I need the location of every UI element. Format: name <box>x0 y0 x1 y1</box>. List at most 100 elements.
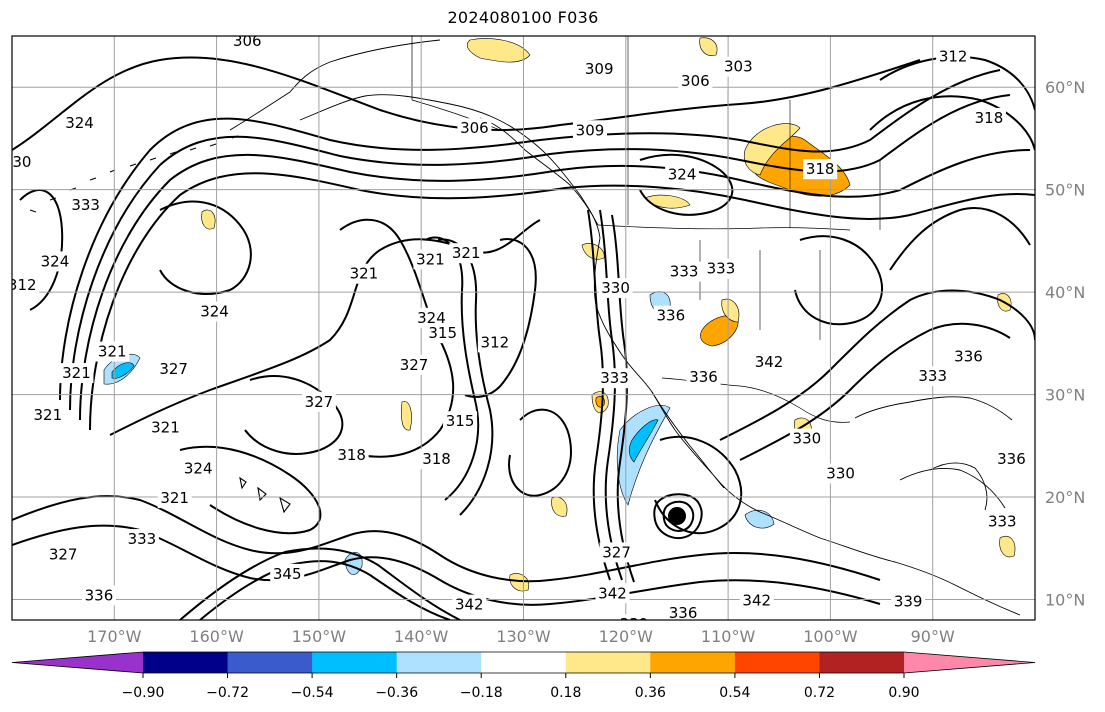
lon-tick-label: 120°W <box>599 627 654 646</box>
contour-label: 315 <box>428 324 457 342</box>
contour-label-bg <box>891 591 926 612</box>
contour-west-closed-2 <box>159 200 252 295</box>
contour-label: 312 <box>939 47 968 65</box>
contour-jet-3 <box>69 94 1011 411</box>
contour-label-bg <box>665 164 700 185</box>
contour-label-bg <box>721 56 756 77</box>
contour-label-bg <box>703 258 738 279</box>
contour-label: 318 <box>422 450 451 468</box>
contour-label-bg <box>68 195 103 216</box>
contour-label: 330 <box>826 464 855 482</box>
contour-label: 321 <box>452 244 481 262</box>
storm-contour-outer <box>653 493 703 539</box>
contour-label: 315 <box>446 412 475 430</box>
contour-label: 324 <box>668 165 697 183</box>
contour-336-east <box>889 207 1031 271</box>
yellow-patch-caribbean <box>999 536 1016 558</box>
contour-label-bg <box>148 417 183 438</box>
contour-label-bg <box>971 107 1006 128</box>
contour-label: 312 <box>481 333 510 351</box>
colorbar-segment <box>312 652 398 673</box>
contour-canada-1 <box>639 153 734 216</box>
contour-label-bg <box>666 602 701 620</box>
contour-label-bg <box>686 367 721 388</box>
contour-label-bg <box>443 411 478 432</box>
colorbar-tick-label: −0.90 <box>122 685 165 701</box>
contour-label: 321 <box>416 250 445 268</box>
contour-label-layer: 306 309 306 303 312 306 309 324 318 318 330 324 333 3… <box>12 32 1029 620</box>
cyan-patch-baja <box>628 419 659 463</box>
contour-label: 336 <box>656 307 685 325</box>
colorbar-tick-label: −0.18 <box>460 685 503 701</box>
contour-label-bg <box>739 590 774 611</box>
contour-label-bg <box>653 305 688 326</box>
contour-label: 336 <box>85 586 114 604</box>
yellow-patch-alaska <box>467 38 531 63</box>
lon-tick-label: 100°W <box>803 627 858 646</box>
colorbar: −0.90 −0.72 −0.54 −0.36 −0.18 0.18 0.36 0.54 0.7… <box>11 651 1036 701</box>
colorbar-tick-label: 0.18 <box>550 685 581 701</box>
yellow-patch-pacific-1 <box>201 209 216 230</box>
contour-jet-1 <box>12 56 921 151</box>
contour-label: 333 <box>988 513 1017 531</box>
contour-label: 333 <box>918 367 947 385</box>
contour-label: 327 <box>400 356 429 374</box>
contour-canada-2 <box>794 235 884 326</box>
contour-label-bg <box>12 152 35 173</box>
contour-label: 327 <box>159 360 188 378</box>
graticule <box>12 36 1035 620</box>
colorbar-tick-label: −0.36 <box>375 685 418 701</box>
contour-label-bg <box>597 368 632 389</box>
bc-coast <box>479 117 599 226</box>
lat-tick-label: 30°N <box>1045 386 1085 405</box>
contour-label-bg <box>595 583 630 604</box>
contour-label-bg <box>197 301 232 322</box>
contour-label-bg <box>667 261 702 282</box>
lon-tick-label: 140°W <box>394 627 449 646</box>
colorbar-segment <box>481 652 567 673</box>
lat-tick-label: 50°N <box>1045 181 1085 200</box>
contour-label-bg <box>46 544 81 565</box>
contour-label: 309 <box>576 121 605 139</box>
lat-tick-label: 60°N <box>1045 78 1085 97</box>
contour-label-bg <box>413 249 448 270</box>
yellow-patch-yukon <box>699 37 718 56</box>
contour-label: 327 <box>49 545 78 563</box>
colorbar-tick-label: −0.54 <box>291 685 334 701</box>
contour-label: 306 <box>233 32 262 50</box>
contour-label-bg <box>616 614 651 620</box>
contour-jet-2 <box>59 69 1001 401</box>
contour-label: 324 <box>65 114 94 132</box>
contour-label: 321 <box>62 364 91 382</box>
contour-label-bg <box>752 351 787 372</box>
contour-label: 342 <box>755 353 784 371</box>
colorbar-extend-low <box>12 652 143 673</box>
yellow-patch-pacific-4 <box>509 573 530 592</box>
tropical-cyclone-marker <box>668 507 686 525</box>
contour-label: 324 <box>184 459 213 477</box>
yellow-patch-nevada <box>721 298 740 323</box>
baja-coast <box>651 391 761 513</box>
contour-label-bg <box>678 71 713 92</box>
yellow-patch-pacific-3 <box>551 496 568 517</box>
alaska-coast <box>229 39 601 239</box>
contour-label: 321 <box>160 489 189 507</box>
contour-label-bg <box>59 363 94 384</box>
longitude-tick-labels: 170°W 160°W 150°W 140°W 130°W 120°W 110°W 100°W… <box>87 627 955 646</box>
contour-label-bg <box>95 341 130 362</box>
lon-tick-label: 90°W <box>911 627 955 646</box>
contour-label-bg <box>985 511 1020 532</box>
contour-label-bg <box>789 428 824 449</box>
contour-south-1 <box>12 495 881 583</box>
contour-label: 342 <box>742 592 771 610</box>
contour-mid-1 <box>508 408 572 497</box>
contour-label-bg <box>951 346 986 367</box>
contour-label: 309 <box>585 60 614 78</box>
contour-label: 306 <box>460 119 489 137</box>
lat-tick-label: 20°N <box>1045 488 1085 507</box>
contour-label: 339 <box>894 593 923 611</box>
contour-label-bg <box>477 332 512 353</box>
mexico-coast <box>759 511 1021 616</box>
lon-tick-label: 160°W <box>189 627 244 646</box>
